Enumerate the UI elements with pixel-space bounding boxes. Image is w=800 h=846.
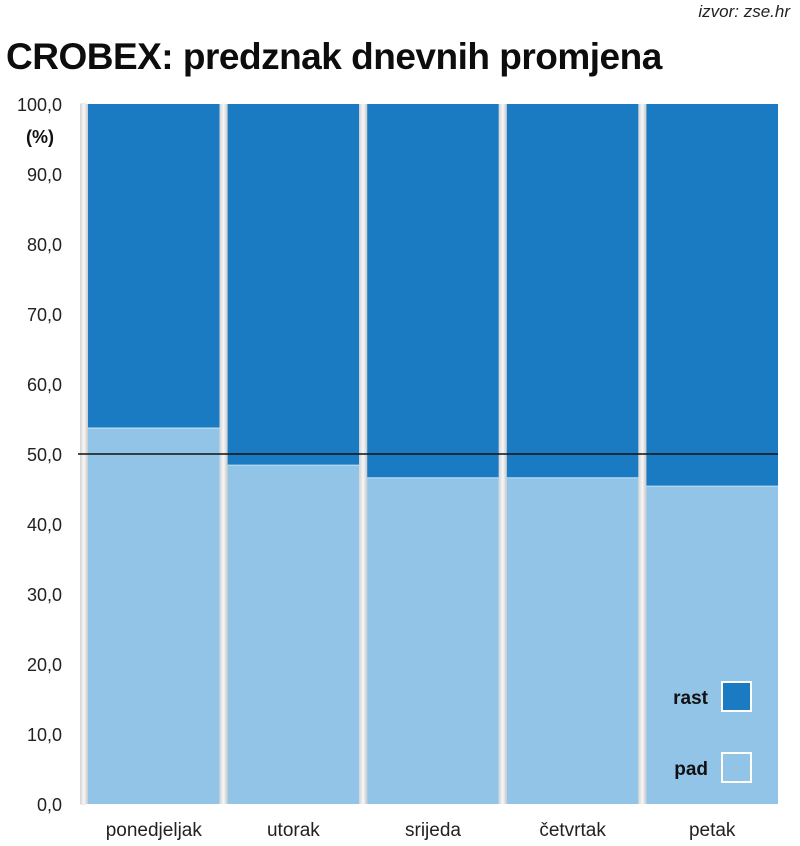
y-axis-unit: (%)	[26, 127, 54, 147]
source-note: izvor: zse.hr	[698, 2, 790, 21]
bar-rast	[506, 104, 639, 478]
y-tick-label: 50,0	[27, 445, 62, 465]
legend: rast pad	[673, 681, 752, 783]
bar-pad	[367, 477, 499, 804]
x-tick-label: srijeda	[405, 820, 461, 841]
y-tick-label: 40,0	[27, 515, 62, 535]
bar-pad	[506, 477, 639, 804]
y-tick-label: 20,0	[27, 655, 62, 675]
bar-rast	[88, 104, 220, 429]
y-tick-label: 10,0	[27, 725, 62, 745]
bar-pad	[88, 428, 220, 804]
bar-rast	[367, 104, 499, 478]
x-tick-label: utorak	[267, 820, 320, 841]
y-tick-label: 30,0	[27, 585, 62, 605]
y-tick-label: 0,0	[37, 795, 62, 815]
legend-label-rast: rast	[673, 688, 709, 709]
y-tick-label: 70,0	[27, 305, 62, 325]
x-tick-label: ponedjeljak	[106, 820, 203, 841]
y-tick-label: 100,0	[17, 95, 62, 115]
y-tick-label: 90,0	[27, 165, 62, 185]
x-axis: ponedjeljak utorak srijeda četvrtak petak	[106, 820, 736, 841]
legend-swatch-pad	[721, 752, 752, 783]
bar-pad	[227, 465, 360, 804]
x-tick-label: petak	[689, 820, 736, 841]
bar-pad	[646, 486, 778, 804]
x-tick-label: četvrtak	[539, 820, 606, 841]
bar-rast	[646, 104, 778, 487]
y-tick-label: 60,0	[27, 375, 62, 395]
y-axis: 0,0 10,0 20,0 30,0 40,0 50,0 60,0 70,0 80,0 90,0 1…	[17, 95, 86, 815]
chart-title: CROBEX: predznak dnevnih promjena	[6, 36, 662, 77]
legend-swatch-rast	[721, 681, 752, 712]
y-tick-label: 80,0	[27, 235, 62, 255]
legend-label-pad: pad	[674, 759, 708, 780]
bar-rast	[227, 104, 360, 466]
